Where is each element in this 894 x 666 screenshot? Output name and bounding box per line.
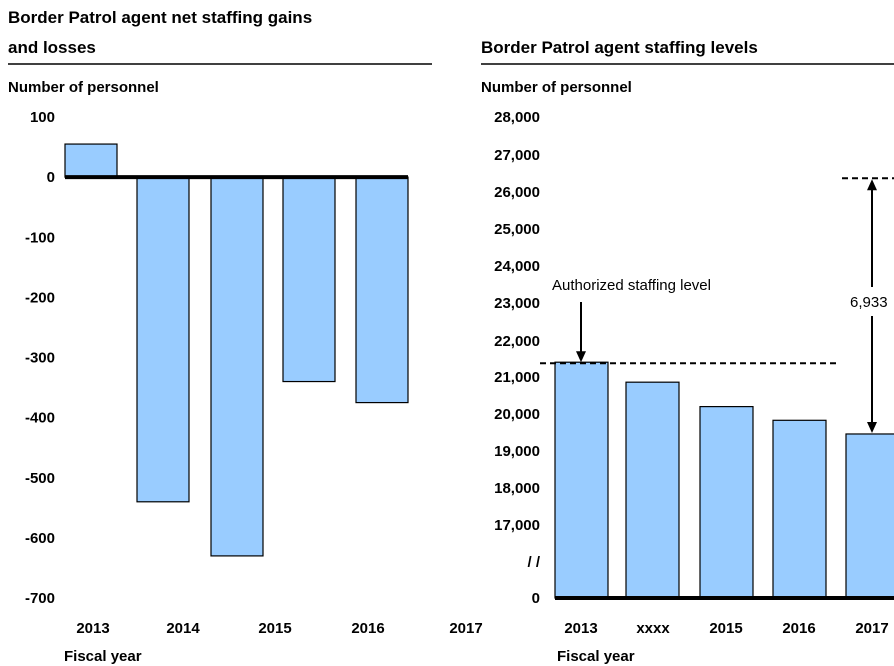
right-y-ticks: 28,000 27,000 26,000 25,000 24,000 23,000 22,0… [494,109,541,607]
right-bar-2017 [845,433,894,599]
left-y-tick-label: -700 [25,590,55,607]
right-y-axis-label: Number of personnel [481,79,632,96]
left-bar-2013 [64,143,118,178]
left-y-tick-label: 0 [47,169,55,186]
gap-arrow-head-down [867,421,877,433]
right-y-tick-label: 18,000 [494,480,540,497]
right-y-tick-label: 24,000 [494,258,540,275]
right-y-tick-label: 17,000 [494,517,540,534]
left-x-tick-label: 2016 [351,620,384,637]
right-y-tick-label: 23,000 [494,295,540,312]
right-y-tick-label: 20,000 [494,406,540,423]
authorized-arrow-head [576,351,586,363]
left-y-ticks: 100 0 -100 -200 -300 -400 -500 -600 -700 [25,109,55,607]
right-bar-2013 [554,361,609,599]
left-x-tick-label: 2015 [258,620,291,637]
right-bars [554,361,894,599]
right-y-tick-label: 28,000 [494,109,540,126]
left-y-tick-label: -500 [25,470,55,487]
gap-arrow-head-up [867,179,877,191]
right-chart: Border Patrol agent staffing levels Numb… [481,38,894,665]
authorized-staffing-label: Authorized staffing level [552,277,711,294]
right-y-tick-label: 27,000 [494,147,540,164]
right-x-axis-label: Fiscal year [557,648,635,665]
right-x-tick-label: 2017 [855,620,888,637]
left-y-tick-label: -200 [25,289,55,306]
right-bar-2016 [772,419,827,599]
right-x-tick-label: xxxx [636,620,670,637]
left-bar-2016 [282,176,336,383]
left-bar-2015 [210,176,264,557]
staffing-gap-label: 6,933 [850,294,888,311]
right-chart-title: Border Patrol agent staffing levels [481,38,758,57]
left-x-tick-label: 2014 [166,620,200,637]
left-y-axis-label: Number of personnel [8,79,159,96]
right-y-tick-label: / / [527,554,540,571]
left-chart-title-line2: and losses [8,38,96,57]
right-y-tick-label: 22,000 [494,333,540,350]
right-bar-2015 [699,406,754,599]
left-bars [64,143,409,557]
left-y-tick-label: 100 [30,109,55,126]
left-bar-2017 [355,176,409,404]
left-y-tick-label: -100 [25,229,55,246]
right-y-tick-label: 26,000 [494,184,540,201]
right-y-tick-label: 25,000 [494,221,540,238]
right-x-ticks: 2013 xxxx 2015 2016 2017 [564,620,888,637]
right-y-tick-label: 19,000 [494,443,540,460]
left-y-tick-label: -600 [25,530,55,547]
left-x-axis-label: Fiscal year [64,648,142,665]
right-bar-xxxx [625,381,680,599]
right-x-tick-label: 2015 [709,620,742,637]
left-bar-2014 [136,176,190,503]
left-x-ticks: 2013 2014 2015 2016 2017 [76,620,482,637]
right-y-tick-label: 21,000 [494,369,540,386]
left-x-tick-label: 2017 [449,620,482,637]
left-x-tick-label: 2013 [76,620,109,637]
right-x-tick-label: 2016 [782,620,815,637]
left-chart-title-line1: Border Patrol agent net staffing gains [8,8,312,27]
left-y-tick-label: -400 [25,410,55,427]
right-x-tick-label: 2013 [564,620,597,637]
left-chart: Border Patrol agent net staffing gains a… [8,8,483,665]
right-y-tick-label: 0 [532,590,540,607]
left-y-tick-label: -300 [25,350,55,367]
